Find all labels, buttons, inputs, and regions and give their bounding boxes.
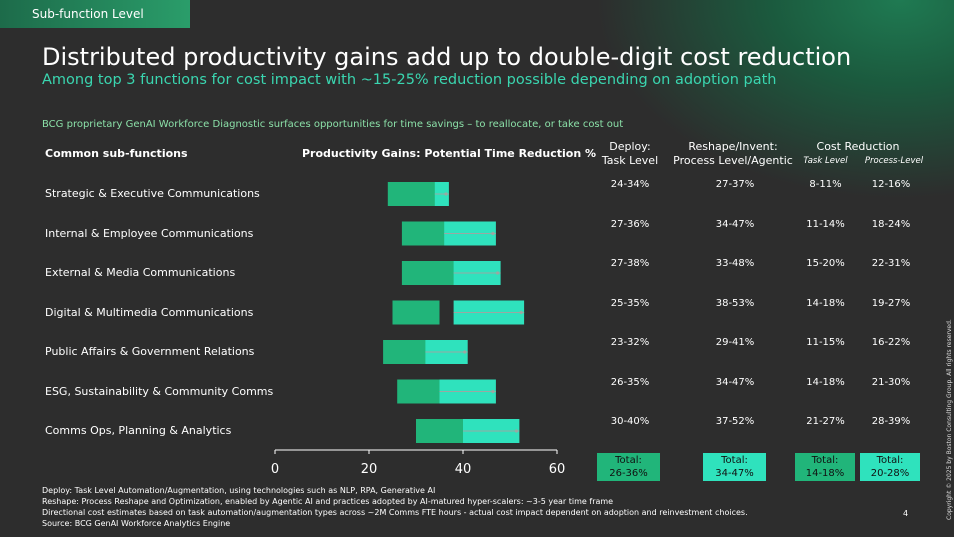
total-cost-process-value: 20-28% xyxy=(870,468,910,479)
cell-cost-process: 19-27% xyxy=(871,297,911,309)
cell-cost-task: 8-11% xyxy=(809,179,842,190)
header-cost-process: Process-Level xyxy=(864,156,924,166)
bar-deploy xyxy=(401,221,445,246)
header-gains: Productivity Gains: Potential Time Reduc… xyxy=(302,147,596,160)
header-reshape-1: Reshape/Invent: xyxy=(688,140,778,153)
row-label: Internal & Employee Communications xyxy=(45,226,254,240)
cell-reshape: 27-37% xyxy=(715,179,755,190)
range-end-marker xyxy=(444,192,448,196)
total-reshape: Total: 34-47% xyxy=(703,453,766,481)
range-end-marker xyxy=(496,271,500,275)
cell-cost-process: 21-30% xyxy=(871,376,911,388)
cell-cost-process: 22-31% xyxy=(871,258,911,269)
header-reshape-2: Process Level/Agentic xyxy=(673,154,793,167)
total-deploy: Total: 26-36% xyxy=(597,453,660,481)
range-end-marker xyxy=(491,389,495,394)
cell-cost-task: 21-27% xyxy=(806,416,845,427)
total-cost-task-label: Total: xyxy=(811,455,839,466)
cell-cost-task: 14-18% xyxy=(806,297,845,309)
cell-deploy: 30-40% xyxy=(610,416,650,427)
x-tick-label: 0 xyxy=(271,462,279,477)
row-label: Digital & Multimedia Communications xyxy=(45,305,254,319)
section-tag: Sub-function Level xyxy=(0,0,190,28)
range-end-marker xyxy=(463,350,467,354)
cell-cost-process: 18-24% xyxy=(871,218,911,230)
footnote-source: Source: BCG GenAI Workforce Analytics En… xyxy=(42,519,231,528)
footnote-reshape: Reshape: Process Reshape and Optimizatio… xyxy=(42,497,614,506)
bar-deploy xyxy=(383,340,426,364)
bar-deploy xyxy=(387,182,435,206)
cell-deploy: 27-38% xyxy=(610,258,650,269)
total-cost-task-value: 14-18% xyxy=(805,468,845,479)
cell-reshape: 37-52% xyxy=(715,416,755,427)
x-tick-label: 40 xyxy=(455,462,472,477)
cell-reshape: 33-48% xyxy=(715,258,755,269)
cell-deploy: 23-32% xyxy=(610,337,650,348)
cell-reshape: 34-47% xyxy=(715,218,755,230)
total-cost-task: Total: 14-18% xyxy=(795,453,855,481)
total-deploy-label: Total: xyxy=(615,455,642,466)
header-deploy-1: Deploy: xyxy=(609,140,651,153)
footnote-deploy: Deploy: Task Level Automation/Augmentati… xyxy=(42,486,436,495)
cell-reshape: 34-47% xyxy=(715,376,755,388)
cell-cost-task: 15-20% xyxy=(806,258,845,269)
bar-deploy xyxy=(392,300,440,325)
cell-reshape: 38-53% xyxy=(715,297,755,309)
footnote-directional: Directional cost estimates based on task… xyxy=(42,508,748,517)
x-tick-label: 60 xyxy=(549,462,566,477)
page-subtitle: Among top 3 functions for cost impact wi… xyxy=(42,72,777,88)
header-cost: Cost Reduction xyxy=(816,140,900,153)
total-cost-process-label: Total: xyxy=(876,455,904,466)
background-glow xyxy=(594,0,954,200)
cell-deploy: 26-35% xyxy=(610,376,650,388)
cell-cost-task: 11-15% xyxy=(806,337,845,348)
range-end-marker xyxy=(514,429,519,433)
page-title: Distributed productivity gains add up to… xyxy=(42,43,852,71)
copyright: Copyright © 2025 by Boston Consulting Gr… xyxy=(946,319,953,520)
page-number: 4 xyxy=(903,509,909,518)
total-reshape-value: 34-47% xyxy=(715,468,754,479)
x-tick-label: 20 xyxy=(361,462,378,477)
cell-cost-process: 12-16% xyxy=(871,179,911,190)
row-label: Comms Ops, Planning & Analytics xyxy=(45,424,232,437)
cell-cost-process: 28-39% xyxy=(871,416,911,427)
lead-text: BCG proprietary GenAI Workforce Diagnost… xyxy=(42,119,624,130)
bar-deploy xyxy=(401,261,454,285)
total-cost-process: Total: 20-28% xyxy=(860,453,920,481)
header-cost-task: Task Level xyxy=(803,156,848,166)
total-reshape-label: Total: xyxy=(721,455,748,466)
row-label: Strategic & Executive Communications xyxy=(45,187,260,200)
row-label: External & Media Communications xyxy=(45,266,236,279)
total-deploy-value: 26-36% xyxy=(609,468,648,479)
header-deploy-2: Task Level xyxy=(601,154,659,167)
range-end-marker xyxy=(519,310,523,315)
bar-deploy xyxy=(416,419,463,443)
bar-deploy xyxy=(397,379,440,404)
cell-cost-task: 14-18% xyxy=(806,376,845,388)
header-subfunctions: Common sub-functions xyxy=(45,147,188,160)
cell-cost-task: 11-14% xyxy=(806,218,845,230)
row-label: ESG, Sustainability & Community Comms xyxy=(45,384,274,398)
cell-deploy: 27-36% xyxy=(610,218,650,230)
cell-reshape: 29-41% xyxy=(715,337,755,348)
row-label: Public Affairs & Government Relations xyxy=(45,345,255,358)
range-end-marker xyxy=(491,231,495,236)
cell-cost-process: 16-22% xyxy=(871,337,911,348)
cell-deploy: 24-34% xyxy=(610,179,650,190)
cell-deploy: 25-35% xyxy=(610,297,650,309)
